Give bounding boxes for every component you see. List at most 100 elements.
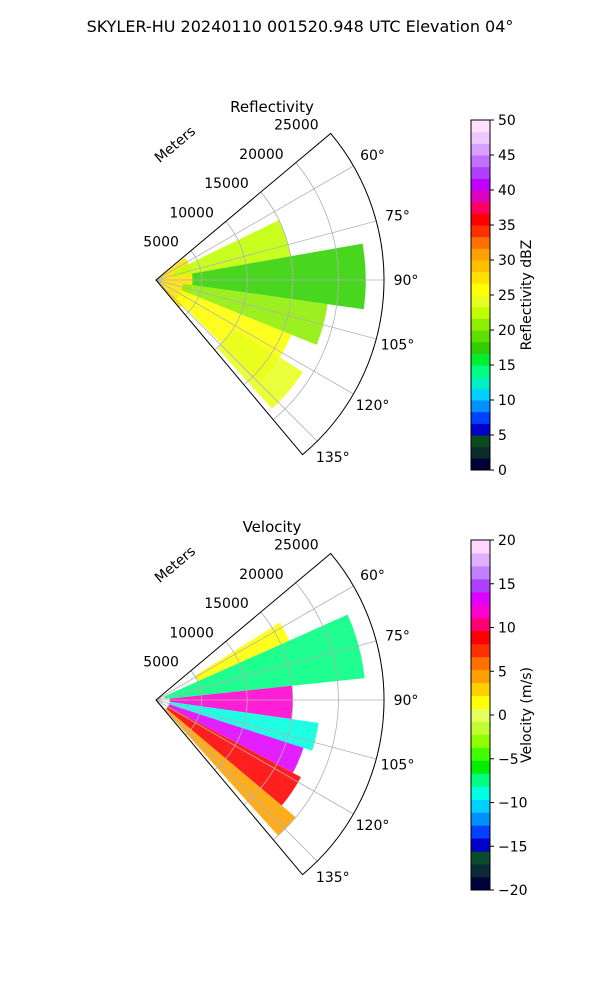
colorbar-bin [471, 143, 490, 156]
azimuth-tick-label: 90° [394, 273, 419, 289]
colorbar-tick-label: 20 [498, 533, 516, 549]
colorbar-bin [471, 458, 490, 471]
echo-region-5 [168, 704, 304, 773]
radial-tick-label: 10000 [169, 625, 214, 641]
colorbar-bin [471, 271, 490, 284]
radial-tick-label: 5000 [143, 655, 179, 671]
colorbar-bin [471, 120, 490, 133]
azimuth-tick-label: 90° [394, 693, 419, 709]
colorbar-bin [471, 591, 490, 606]
colorbar-bin [471, 734, 490, 748]
azimuth-tick-label: 120° [356, 818, 390, 834]
colorbar-bin [471, 225, 490, 238]
colorbar-bin [471, 578, 490, 593]
azimuth-tick-label: 135° [316, 870, 350, 886]
sector-frame [155, 552, 385, 876]
colorbar-bin [471, 411, 490, 424]
radial-tick-label: 20000 [239, 147, 284, 163]
radial-tick-label: 25000 [274, 537, 319, 553]
azimuth-tick-label: 60° [360, 568, 385, 584]
azimuth-gridline [155, 279, 377, 340]
reflectivity-panel: 5000 10000 15000 20000 25000 60° 75° 90° 105° 120… [143, 98, 535, 479]
colorbar-bin [471, 877, 490, 891]
echo-region-2 [172, 220, 291, 277]
range-ring [243, 191, 294, 386]
azimuth-tick-label: 135° [316, 450, 350, 466]
colorbar-tick-label: 20 [498, 323, 516, 339]
radial-tick-label: 15000 [204, 176, 249, 192]
colorbar-bin [471, 365, 490, 378]
range-ring [272, 582, 339, 841]
colorbar-tick-label: −10 [498, 796, 528, 812]
colorbar-bin [471, 851, 490, 865]
azimuth-gridline [155, 220, 377, 281]
colorbar-label: Reflectivity dBZ [519, 240, 535, 351]
colorbar-tick-label: 40 [498, 183, 516, 199]
range-ring [214, 641, 248, 771]
colorbar-tick-label: 0 [498, 463, 507, 479]
colorbar-bin [471, 423, 490, 436]
azimuth-gridline [155, 279, 354, 395]
azimuth-tick-label: 60° [360, 148, 385, 164]
colorbar-bin [471, 248, 490, 261]
echo-region-2 [164, 614, 365, 700]
colorbar-tick-label: 25 [498, 288, 516, 304]
colorbar-tick-label: 10 [498, 393, 516, 409]
range-ring [243, 611, 294, 806]
colorbar-bin [471, 540, 490, 554]
colorbar-bin [471, 236, 490, 249]
colorbar-bin [471, 260, 490, 273]
colorbar-bin [471, 721, 490, 735]
colorbar-bin [471, 318, 490, 331]
echo-region-3 [191, 243, 366, 310]
colorbar-bin [471, 825, 490, 839]
colorbar-bin [471, 630, 490, 645]
echo-region-4 [169, 701, 319, 751]
radial-tick-label: 15000 [204, 596, 249, 612]
radial-tick-label: 10000 [169, 205, 214, 221]
colorbar-tick-label: −20 [498, 883, 528, 899]
azimuth-tick-label: 75° [385, 208, 410, 224]
azimuth-gridline [155, 585, 354, 701]
colorbar-bin [471, 190, 490, 203]
radial-tick-label: 20000 [239, 567, 284, 583]
colorbar-tick-label: 15 [498, 577, 516, 593]
radial-axis-label: Meters [152, 123, 199, 166]
colorbar-bin [471, 376, 490, 389]
azimuth-gridline [155, 699, 318, 862]
colorbar-bin [471, 283, 490, 296]
panel-title: Velocity [243, 518, 302, 536]
colorbar-tick-label: 10 [498, 621, 516, 637]
colorbar-bin [471, 617, 490, 632]
colorbar-bin [471, 213, 490, 226]
range-ring [272, 162, 339, 421]
colorbar-bin [471, 446, 490, 459]
azimuth-gridline [155, 640, 377, 701]
colorbar: 0 5 10 15 20 25 30 35 40 45 50 Reflectivity dBZ [470, 113, 535, 479]
colorbar-bin [471, 864, 490, 878]
colorbar-bin [471, 760, 490, 774]
colorbar-bin [471, 388, 490, 401]
colorbar-bin [471, 178, 490, 191]
radial-axis-label: Meters [152, 543, 199, 586]
azimuth-gridline [155, 165, 354, 281]
radial-tick-label: 25000 [274, 117, 319, 133]
azimuth-gridline [155, 699, 377, 760]
colorbar-bin [471, 838, 490, 852]
azimuth-tick-label: 75° [385, 628, 410, 644]
colorbar-tick-label: 30 [498, 253, 516, 269]
echo-region-1 [194, 622, 290, 682]
sector-frame [155, 132, 385, 456]
echo-region-3 [169, 685, 293, 720]
colorbar-bin [471, 604, 490, 619]
colorbar-tick-label: −5 [498, 752, 519, 768]
colorbar-tick-label: −15 [498, 839, 528, 855]
azimuth-tick-label: 120° [356, 398, 390, 414]
velocity-panel: 5000 10000 15000 20000 25000 60° 75° 90° 105° 120… [143, 518, 535, 899]
colorbar-label: Velocity (m/s) [519, 667, 535, 763]
colorbar-bin [471, 131, 490, 144]
colorbar-tick-label: 50 [498, 113, 516, 129]
colorbar-bin [471, 643, 490, 658]
colorbar-tick-label: 35 [498, 218, 516, 234]
